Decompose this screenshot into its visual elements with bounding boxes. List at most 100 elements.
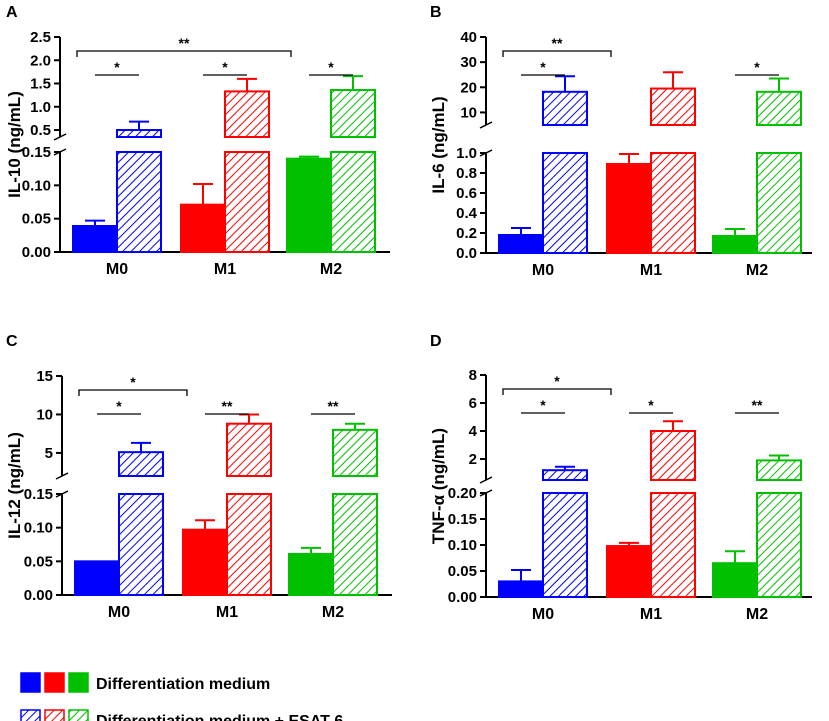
panel-a: A 0.00 0.05 0.10 0.15 0.5 1.0 1.5 2.0 2.5 IL-10 (n… [5, 4, 390, 278]
y-tick-label: 0.8 [456, 165, 477, 182]
x-category-label: M2 [746, 262, 768, 279]
y-axis-label: IL-10 (ng/mL) [5, 91, 24, 198]
bar-m0-esat6-lower [116, 151, 162, 253]
legend-swatch-red-hatched [44, 709, 65, 721]
bar-m1-esat6-upper [226, 422, 272, 478]
panel-d: D 0.00 0.05 0.10 0.15 0.20 2 4 6 8 TNF-α (ng/mL) M0… [429, 333, 812, 623]
y-tick-label: 0.20 [448, 485, 477, 502]
significance-label: ** [328, 398, 339, 414]
x-category-label: M0 [532, 262, 554, 279]
panel-b: B 0.0 0.2 0.4 0.6 0.8 1.0 10 20 30 40 IL-6 (ng/mL) M… [429, 4, 812, 279]
axis-break-mark [479, 476, 493, 484]
axis-break-mark [55, 472, 69, 480]
y-axis-label: IL-6 (ng/mL) [429, 96, 448, 193]
bar-m1-medium [180, 203, 226, 254]
panel-letter: D [430, 333, 442, 350]
x-category-label: M0 [532, 606, 554, 623]
bar-m1-medium [182, 528, 228, 596]
bar-m1-esat6-upper [224, 90, 270, 138]
significance-label: * [114, 59, 120, 75]
significance-label: * [540, 59, 546, 75]
significance-label: ** [752, 397, 763, 413]
x-category-label: M1 [640, 262, 662, 279]
significance-label: * [328, 59, 334, 75]
bar-m2-esat6-lower [330, 151, 376, 253]
bar-m0-medium [498, 234, 544, 254]
bar-m1-esat6-lower [224, 151, 270, 253]
y-tick-label: 0.05 [24, 553, 53, 570]
bar-m2-medium [286, 157, 332, 254]
bar-m1-esat6-lower [650, 152, 696, 254]
panel-letter: C [6, 333, 18, 350]
bar-m2-esat6-upper [330, 89, 376, 138]
y-tick-label: 30 [460, 54, 477, 71]
legend-swatch-green-solid [68, 672, 89, 693]
significance-label: * [754, 59, 760, 75]
y-tick-label: 0.15 [448, 511, 477, 528]
y-tick-label: 0.4 [456, 205, 478, 222]
y-tick-label: 0.10 [24, 520, 53, 537]
y-tick-label: 0.15 [24, 486, 53, 503]
y-tick-label: 10 [36, 406, 53, 423]
y-tick-label: 0.10 [448, 537, 477, 554]
bar-m1-esat6-lower [650, 492, 696, 598]
bar-m0-medium [72, 225, 118, 253]
significance-label: * [540, 397, 546, 413]
significance-bracket [502, 50, 612, 57]
legend: Differentiation medium Differentiation me… [20, 672, 343, 721]
bar-m0-esat6-upper [542, 469, 588, 482]
y-tick-label: 1.5 [30, 76, 51, 93]
y-tick-label: 0.0 [456, 245, 477, 262]
y-tick-label: 0.05 [448, 563, 477, 580]
bar-m2-medium [288, 552, 334, 597]
y-tick-label: 4 [469, 423, 478, 440]
bar-m2-esat6-upper [756, 459, 802, 481]
y-tick-label: 6 [469, 395, 477, 412]
y-tick-label: 0.6 [456, 185, 477, 202]
significance-label: * [554, 373, 560, 389]
y-tick-label: 2.0 [30, 52, 51, 69]
bar-m0-medium [74, 560, 120, 596]
y-tick-label: 15 [36, 368, 53, 385]
legend-label: Differentiation medium + ESAT-6 [96, 713, 343, 721]
x-category-label: M0 [106, 261, 128, 278]
y-axis-label: IL-12 (ng/mL) [5, 432, 24, 539]
x-category-label: M2 [746, 606, 768, 623]
x-category-label: M2 [322, 604, 344, 621]
significance-bracket [502, 388, 612, 395]
panel-letter: B [430, 4, 442, 21]
y-tick-label: 1.0 [456, 145, 477, 162]
x-category-label: M2 [320, 261, 342, 278]
bar-m0-esat6-lower [118, 493, 164, 596]
bar-m1-medium [606, 545, 652, 598]
bar-m1-esat6-lower [226, 493, 272, 596]
bar-m1-esat6-upper [650, 430, 696, 481]
significance-label: ** [222, 398, 233, 414]
y-tick-label: 2 [469, 451, 477, 468]
y-tick-label: 2.5 [30, 29, 51, 46]
bar-m1-esat6-upper [650, 87, 696, 126]
bar-m0-esat6-upper [118, 451, 164, 477]
y-tick-label: 0.10 [22, 177, 51, 194]
significance-label: ** [179, 35, 190, 51]
bar-m2-medium [712, 235, 758, 254]
significance-bracket [76, 50, 292, 57]
bar-m0-esat6-upper [116, 129, 162, 138]
y-tick-label: 20 [460, 79, 477, 96]
significance-label: * [130, 374, 136, 390]
bar-m1-medium [606, 163, 652, 254]
y-tick-label: 0.05 [22, 211, 51, 228]
y-tick-label: 0.15 [22, 144, 51, 161]
y-tick-label: 8 [469, 367, 477, 384]
x-category-label: M1 [216, 604, 238, 621]
y-tick-label: 40 [460, 29, 477, 46]
bar-m2-esat6-lower [756, 152, 802, 254]
significance-label: * [648, 397, 654, 413]
axis-break-mark [53, 133, 67, 141]
y-tick-label: 0.00 [24, 587, 53, 604]
legend-label: Differentiation medium [96, 676, 270, 693]
legend-swatch-blue-hatched [20, 709, 41, 721]
bar-m0-esat6-upper [542, 90, 588, 127]
significance-label: ** [552, 35, 563, 51]
